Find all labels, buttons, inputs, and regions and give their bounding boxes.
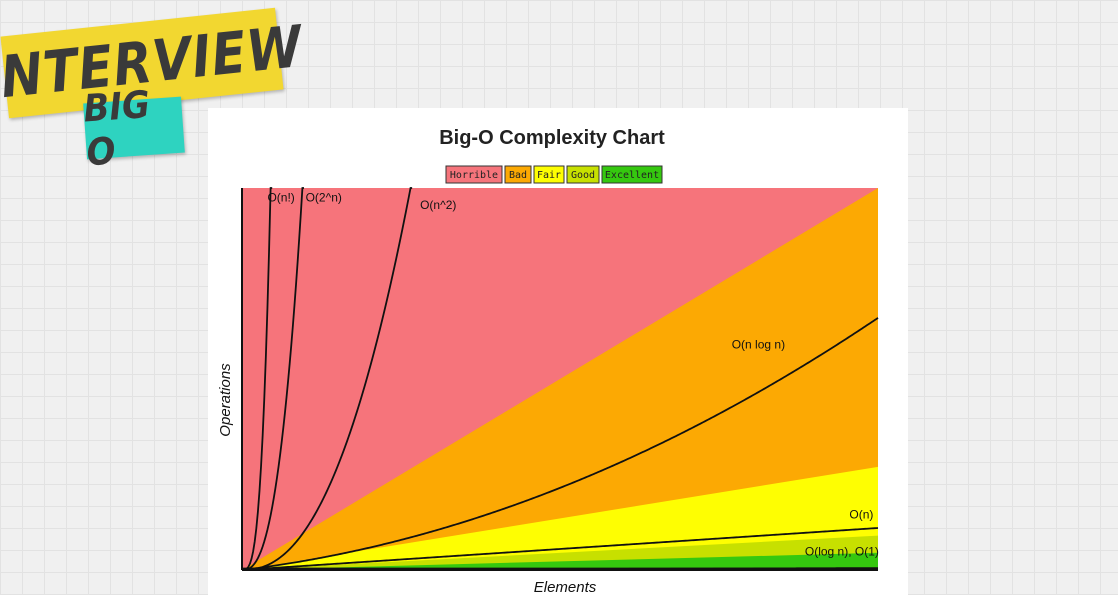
big-o-banner: BIG O [82, 83, 185, 175]
legend-swatch [601, 165, 663, 184]
curve-label-o-n-: O(n) [849, 507, 873, 521]
curve-label-o-n-: O(n!) [267, 190, 294, 204]
legend-swatch [566, 165, 600, 184]
legend-label: Bad [509, 170, 527, 181]
complexity-regions [242, 188, 878, 570]
legend-item-fair: Fair [533, 165, 565, 184]
legend-label: Fair [537, 170, 561, 181]
curve-label-o-n-2-: O(n^2) [420, 198, 456, 212]
curve-label-o-2-n-: O(2^n) [306, 190, 342, 204]
curve-labels: O(n!) O(2^n) O(n^2) O(n log n) O(n) O(log n),… [267, 190, 878, 558]
y-axis-label: Operations [217, 363, 234, 437]
curve-o-n- [241, 527, 879, 571]
legend-label: Horrible [450, 170, 498, 181]
curve-o-n-log-n- [241, 317, 879, 571]
chart-card: Big-O Complexity Chart Horrible Bad Fair Go… [208, 108, 908, 595]
curve-label-o-n-log-n-: O(n log n) [732, 337, 785, 351]
big-o-banner-text: BIG O [82, 82, 152, 176]
legend: Horrible Bad Fair Good Excellent [445, 165, 663, 184]
curve-o-2-n- [241, 187, 305, 571]
region-excellent [242, 552, 878, 570]
legend-swatch [533, 165, 565, 184]
legend-item-bad: Bad [504, 165, 532, 184]
legend-item-excellent: Excellent [601, 165, 663, 184]
x-axis-label: Elements [534, 579, 597, 595]
curve-o-n-2- [241, 187, 413, 571]
region-bad [242, 188, 878, 570]
legend-item-good: Good [566, 165, 600, 184]
legend-swatch [504, 165, 532, 184]
chart-title: Big-O Complexity Chart [439, 127, 665, 149]
complexity-chart: Big-O Complexity Chart Horrible Bad Fair Go… [217, 127, 879, 595]
legend-label: Good [571, 170, 595, 181]
legend-item-horrible: Horrible [445, 165, 503, 184]
legend-label: Excellent [605, 170, 659, 181]
complexity-curves [241, 187, 879, 571]
legend-swatch [445, 165, 503, 184]
curve-label-o-log-n-: O(log n), O(1) [805, 544, 879, 558]
